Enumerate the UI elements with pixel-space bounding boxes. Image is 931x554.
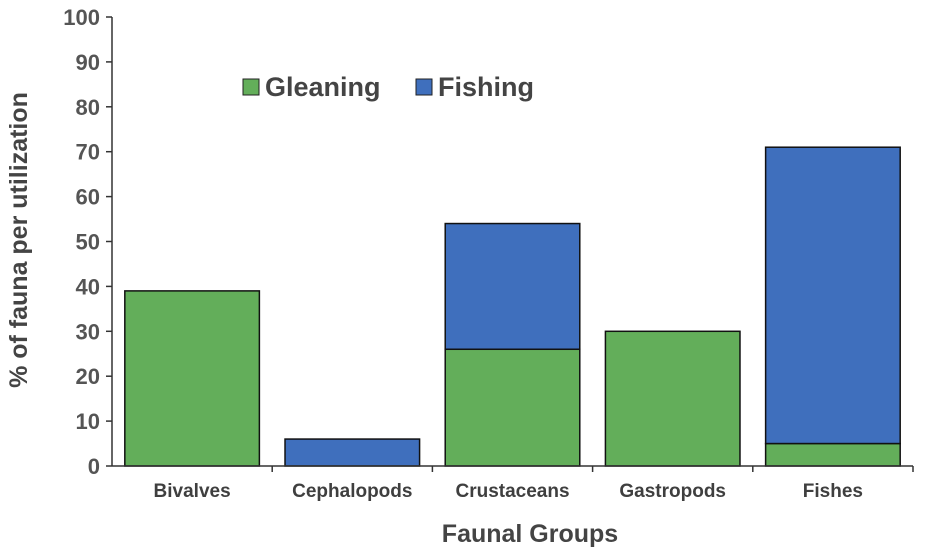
- legend-swatch-gleaning: [242, 78, 260, 96]
- bar-fishing-fishes: [764, 146, 901, 445]
- y-tick-label: 80: [76, 95, 100, 120]
- y-tick-label: 30: [76, 319, 100, 344]
- legend-label-gleaning: Gleaning: [265, 72, 381, 102]
- legend-label-fishing: Fishing: [438, 72, 534, 102]
- y-tick-label: 60: [76, 185, 100, 210]
- x-axis-tick-labels: Bivalves Cephalopods Crustaceans Gastropods…: [154, 466, 914, 502]
- y-tick-label: 90: [76, 50, 100, 75]
- y-tick-label: 20: [76, 364, 100, 389]
- x-tick-label: Crustaceans: [455, 481, 569, 502]
- y-axis-title: % of fauna per utilization: [5, 92, 33, 388]
- y-tick-label: 50: [76, 230, 100, 255]
- bar-gleaning-crustaceans: [444, 348, 581, 467]
- bar-fishing-cephalopods: [284, 438, 421, 467]
- x-axis-title: Faunal Groups: [442, 520, 618, 548]
- y-tick-label: 70: [76, 140, 100, 165]
- bar-gleaning-fishes: [764, 442, 901, 467]
- y-tick-label: 0: [88, 454, 100, 479]
- bar-gleaning-bivalves: [124, 290, 261, 467]
- y-axis-ticks: 0 10 20 30 40 50 60 70 80 90 100: [63, 5, 112, 479]
- bars: [124, 146, 901, 467]
- legend-swatch-fishing: [415, 78, 433, 96]
- bar-fishing-crustaceans: [444, 222, 581, 351]
- x-tick-label: Bivalves: [154, 481, 231, 502]
- y-tick-label: 40: [76, 274, 100, 299]
- x-tick-label: Cephalopods: [292, 481, 412, 502]
- x-tick-label: Fishes: [803, 481, 863, 502]
- x-tick-label: Gastropods: [619, 481, 726, 502]
- bar-gleaning-gastropods: [604, 330, 741, 467]
- y-tick-label: 100: [63, 5, 100, 30]
- y-tick-label: 10: [76, 409, 100, 434]
- axes: [111, 17, 913, 467]
- legend: Gleaning Fishing: [242, 72, 534, 102]
